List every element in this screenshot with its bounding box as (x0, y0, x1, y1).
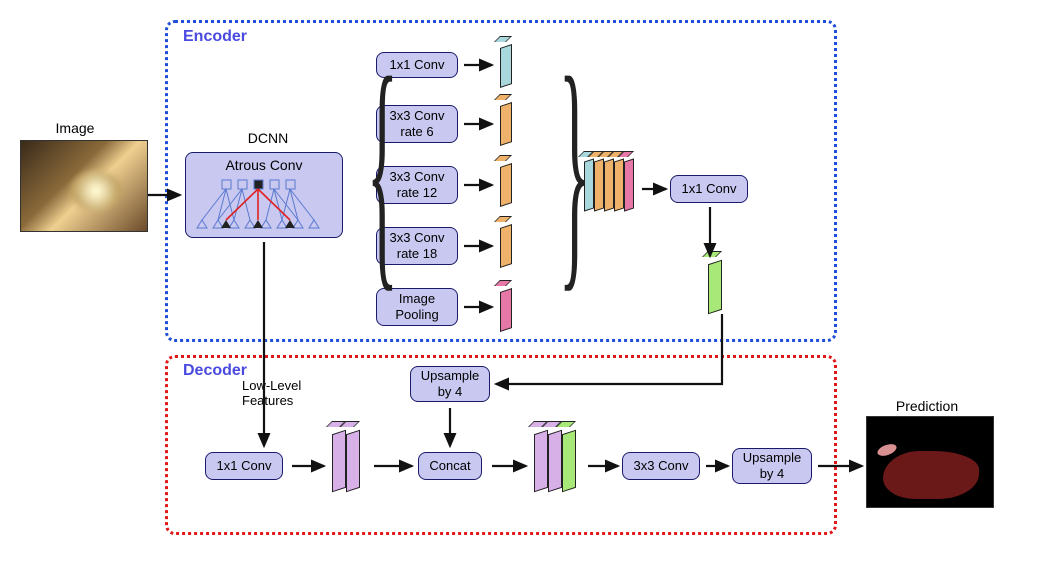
diagram-root: Encoder Decoder Image DCNN Prediction Lo… (0, 0, 1044, 566)
arrows-layer (0, 0, 1044, 566)
